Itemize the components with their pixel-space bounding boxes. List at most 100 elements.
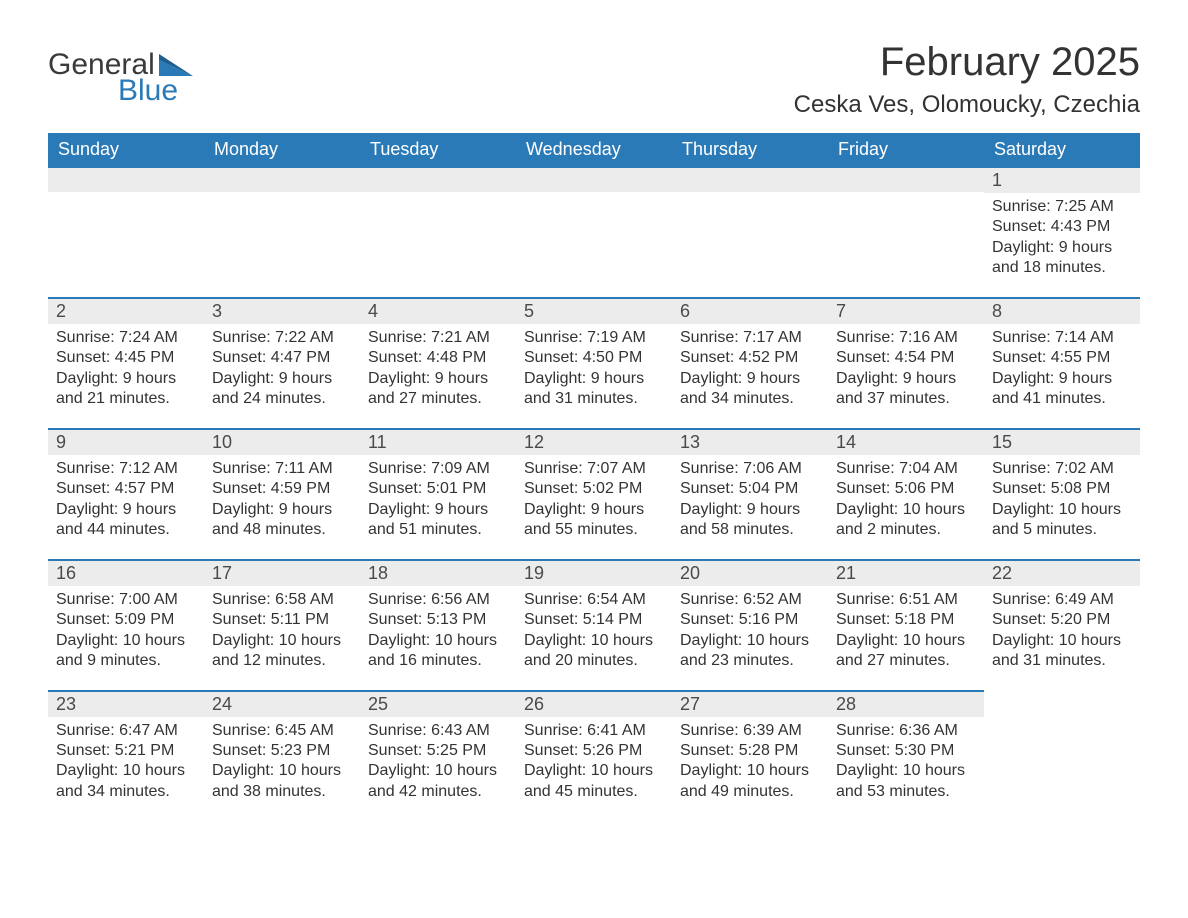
weekday-label: Thursday xyxy=(672,133,828,166)
daylight-text-line1: Daylight: 10 hours xyxy=(368,761,508,781)
day-number: 8 xyxy=(984,297,1140,324)
daylight-text-line1: Daylight: 10 hours xyxy=(992,500,1132,520)
sunset-text: Sunset: 5:16 PM xyxy=(680,610,820,630)
sunset-text: Sunset: 4:57 PM xyxy=(56,479,196,499)
calendar-day: 22Sunrise: 6:49 AMSunset: 5:20 PMDayligh… xyxy=(984,559,1140,672)
sunrise-text: Sunrise: 6:43 AM xyxy=(368,721,508,741)
sunset-text: Sunset: 5:30 PM xyxy=(836,741,976,761)
sunset-text: Sunset: 5:20 PM xyxy=(992,610,1132,630)
sunrise-text: Sunrise: 7:17 AM xyxy=(680,328,820,348)
daylight-text-line2: and 9 minutes. xyxy=(56,651,196,671)
logo: General Blue xyxy=(48,40,193,108)
sunset-text: Sunset: 5:21 PM xyxy=(56,741,196,761)
sunrise-text: Sunrise: 6:39 AM xyxy=(680,721,820,741)
calendar-day: 26Sunrise: 6:41 AMSunset: 5:26 PMDayligh… xyxy=(516,690,672,803)
day-number: 22 xyxy=(984,559,1140,586)
calendar-day: 5Sunrise: 7:19 AMSunset: 4:50 PMDaylight… xyxy=(516,297,672,410)
daylight-text-line2: and 24 minutes. xyxy=(212,389,352,409)
calendar-day: 1Sunrise: 7:25 AMSunset: 4:43 PMDaylight… xyxy=(984,166,1140,279)
daylight-text-line2: and 38 minutes. xyxy=(212,782,352,802)
day-details: Sunrise: 7:12 AMSunset: 4:57 PMDaylight:… xyxy=(48,455,204,541)
day-number xyxy=(984,690,1140,716)
daylight-text-line1: Daylight: 9 hours xyxy=(212,500,352,520)
day-number: 10 xyxy=(204,428,360,455)
calendar-day: 20Sunrise: 6:52 AMSunset: 5:16 PMDayligh… xyxy=(672,559,828,672)
calendar: Sunday Monday Tuesday Wednesday Thursday… xyxy=(48,133,1140,802)
day-details: Sunrise: 7:06 AMSunset: 5:04 PMDaylight:… xyxy=(672,455,828,541)
day-details: Sunrise: 6:54 AMSunset: 5:14 PMDaylight:… xyxy=(516,586,672,672)
day-number: 28 xyxy=(828,690,984,717)
day-details: Sunrise: 6:39 AMSunset: 5:28 PMDaylight:… xyxy=(672,717,828,803)
sunrise-text: Sunrise: 6:47 AM xyxy=(56,721,196,741)
day-number: 2 xyxy=(48,297,204,324)
day-number: 14 xyxy=(828,428,984,455)
daylight-text-line1: Daylight: 10 hours xyxy=(992,631,1132,651)
sunrise-text: Sunrise: 6:54 AM xyxy=(524,590,664,610)
daylight-text-line1: Daylight: 10 hours xyxy=(680,761,820,781)
calendar-day: 14Sunrise: 7:04 AMSunset: 5:06 PMDayligh… xyxy=(828,428,984,541)
sunrise-text: Sunrise: 6:52 AM xyxy=(680,590,820,610)
sunset-text: Sunset: 4:55 PM xyxy=(992,348,1132,368)
day-number xyxy=(828,166,984,192)
sunrise-text: Sunrise: 7:25 AM xyxy=(992,197,1132,217)
day-number xyxy=(204,166,360,192)
daylight-text-line2: and 12 minutes. xyxy=(212,651,352,671)
daylight-text-line2: and 23 minutes. xyxy=(680,651,820,671)
day-details: Sunrise: 7:04 AMSunset: 5:06 PMDaylight:… xyxy=(828,455,984,541)
day-number: 15 xyxy=(984,428,1140,455)
weekday-label: Friday xyxy=(828,133,984,166)
daylight-text-line1: Daylight: 9 hours xyxy=(212,369,352,389)
sunset-text: Sunset: 5:18 PM xyxy=(836,610,976,630)
sunrise-text: Sunrise: 6:49 AM xyxy=(992,590,1132,610)
calendar-day: 18Sunrise: 6:56 AMSunset: 5:13 PMDayligh… xyxy=(360,559,516,672)
calendar-day: 25Sunrise: 6:43 AMSunset: 5:25 PMDayligh… xyxy=(360,690,516,803)
calendar-week: 2Sunrise: 7:24 AMSunset: 4:45 PMDaylight… xyxy=(48,297,1140,410)
daylight-text-line1: Daylight: 10 hours xyxy=(212,631,352,651)
daylight-text-line2: and 31 minutes. xyxy=(524,389,664,409)
sunrise-text: Sunrise: 7:24 AM xyxy=(56,328,196,348)
sunset-text: Sunset: 4:59 PM xyxy=(212,479,352,499)
day-details: Sunrise: 6:43 AMSunset: 5:25 PMDaylight:… xyxy=(360,717,516,803)
daylight-text-line2: and 37 minutes. xyxy=(836,389,976,409)
calendar-day: 21Sunrise: 6:51 AMSunset: 5:18 PMDayligh… xyxy=(828,559,984,672)
calendar-day: 12Sunrise: 7:07 AMSunset: 5:02 PMDayligh… xyxy=(516,428,672,541)
sunset-text: Sunset: 5:06 PM xyxy=(836,479,976,499)
daylight-text-line1: Daylight: 9 hours xyxy=(680,369,820,389)
sunset-text: Sunset: 4:50 PM xyxy=(524,348,664,368)
daylight-text-line1: Daylight: 10 hours xyxy=(56,631,196,651)
day-details: Sunrise: 6:49 AMSunset: 5:20 PMDaylight:… xyxy=(984,586,1140,672)
sunset-text: Sunset: 4:47 PM xyxy=(212,348,352,368)
calendar-day: 28Sunrise: 6:36 AMSunset: 5:30 PMDayligh… xyxy=(828,690,984,803)
day-details: Sunrise: 7:02 AMSunset: 5:08 PMDaylight:… xyxy=(984,455,1140,541)
daylight-text-line1: Daylight: 9 hours xyxy=(368,500,508,520)
day-number: 6 xyxy=(672,297,828,324)
sunset-text: Sunset: 4:54 PM xyxy=(836,348,976,368)
sunrise-text: Sunrise: 6:45 AM xyxy=(212,721,352,741)
day-details: Sunrise: 7:17 AMSunset: 4:52 PMDaylight:… xyxy=(672,324,828,410)
sunset-text: Sunset: 5:28 PM xyxy=(680,741,820,761)
day-number xyxy=(516,166,672,192)
daylight-text-line2: and 34 minutes. xyxy=(56,782,196,802)
sunrise-text: Sunrise: 7:11 AM xyxy=(212,459,352,479)
daylight-text-line1: Daylight: 9 hours xyxy=(836,369,976,389)
daylight-text-line1: Daylight: 10 hours xyxy=(836,500,976,520)
weekday-label: Wednesday xyxy=(516,133,672,166)
day-details: Sunrise: 7:14 AMSunset: 4:55 PMDaylight:… xyxy=(984,324,1140,410)
daylight-text-line1: Daylight: 10 hours xyxy=(56,761,196,781)
day-details: Sunrise: 6:52 AMSunset: 5:16 PMDaylight:… xyxy=(672,586,828,672)
page-header: General Blue February 2025 Ceska Ves, Ol… xyxy=(48,40,1140,119)
sunrise-text: Sunrise: 7:06 AM xyxy=(680,459,820,479)
sunrise-text: Sunrise: 7:09 AM xyxy=(368,459,508,479)
daylight-text-line2: and 48 minutes. xyxy=(212,520,352,540)
sunset-text: Sunset: 5:09 PM xyxy=(56,610,196,630)
calendar-day: 27Sunrise: 6:39 AMSunset: 5:28 PMDayligh… xyxy=(672,690,828,803)
day-number xyxy=(360,166,516,192)
day-details: Sunrise: 7:19 AMSunset: 4:50 PMDaylight:… xyxy=(516,324,672,410)
daylight-text-line2: and 31 minutes. xyxy=(992,651,1132,671)
daylight-text-line2: and 44 minutes. xyxy=(56,520,196,540)
daylight-text-line1: Daylight: 9 hours xyxy=(992,238,1132,258)
day-details: Sunrise: 6:45 AMSunset: 5:23 PMDaylight:… xyxy=(204,717,360,803)
daylight-text-line2: and 5 minutes. xyxy=(992,520,1132,540)
sunset-text: Sunset: 5:08 PM xyxy=(992,479,1132,499)
day-details xyxy=(48,192,204,196)
